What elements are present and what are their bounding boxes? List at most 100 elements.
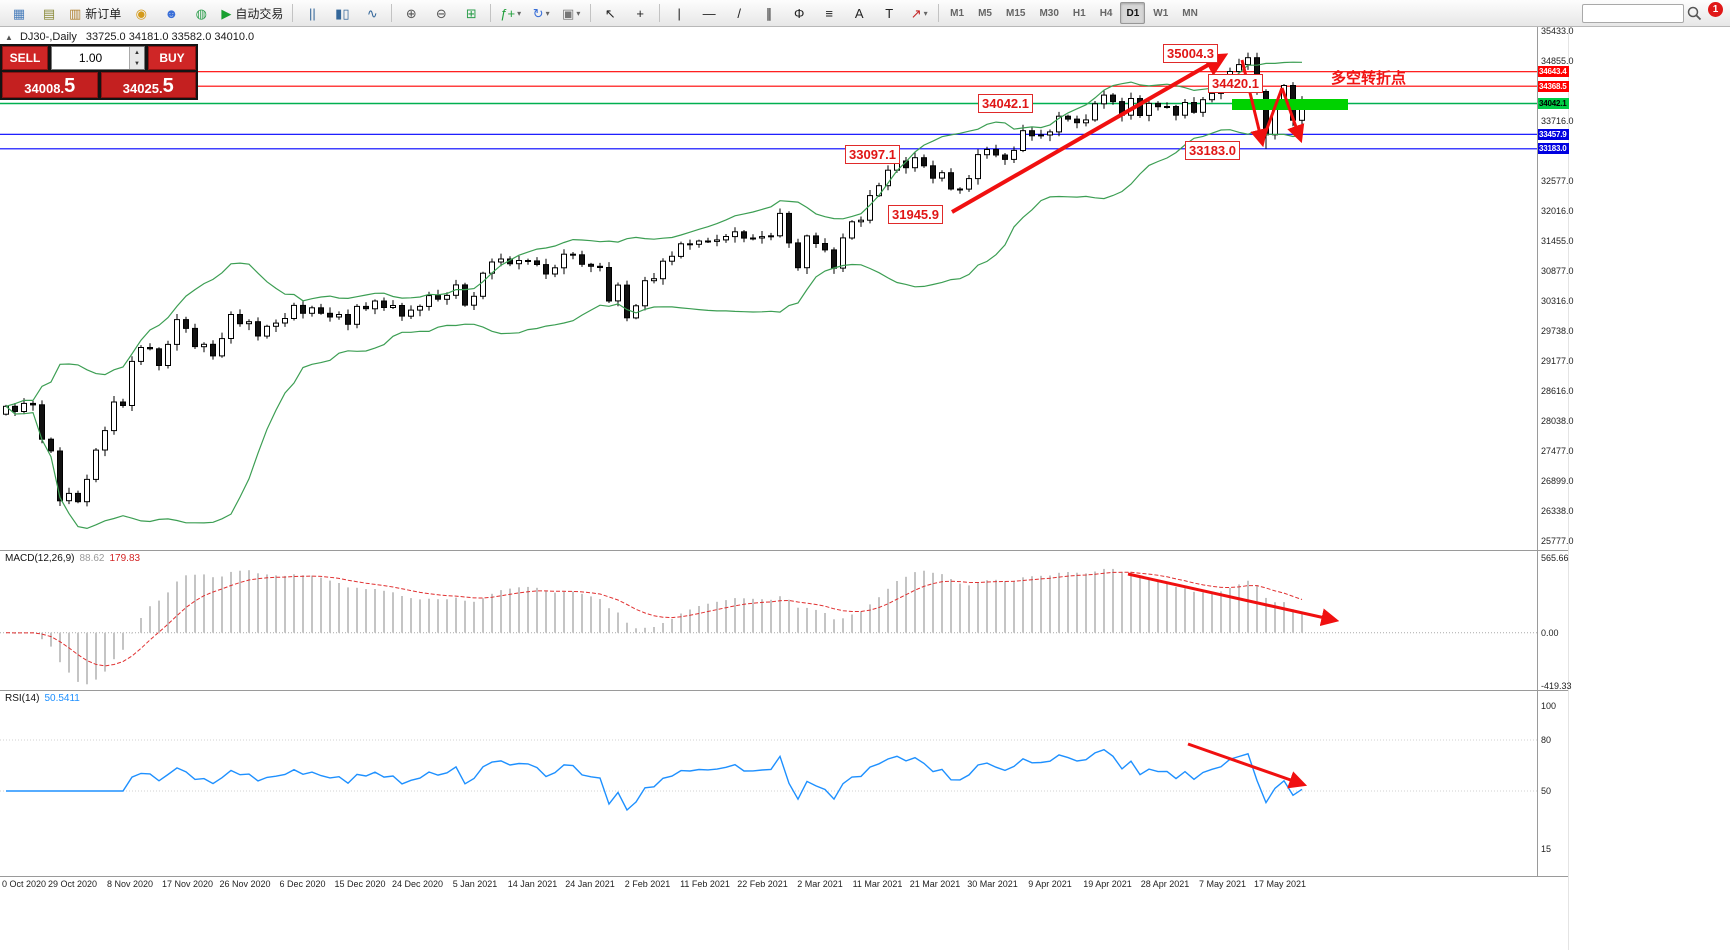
timeframe-h4-button[interactable]: H4: [1099, 7, 1113, 19]
profiles-button[interactable]: ▤: [35, 1, 63, 25]
annotation-label[interactable]: 多空转折点: [1331, 70, 1407, 87]
cycle-symbols-button[interactable]: ↻ ▾: [527, 1, 555, 25]
volume-input[interactable]: [52, 47, 129, 69]
trend-arrow[interactable]: [1127, 572, 1340, 627]
trend-arrow[interactable]: [1260, 87, 1284, 143]
gold-button[interactable]: ◉: [127, 1, 155, 25]
market-button[interactable]: ◍: [187, 1, 215, 25]
notification-badge[interactable]: 1: [1708, 1, 1723, 17]
panel-separator-main-macd[interactable]: [0, 550, 1568, 551]
fibonacci-icon: Φ: [793, 5, 805, 21]
candles-layer: [3, 52, 1305, 507]
toolbar-separator: [938, 4, 940, 22]
support-zone-band[interactable]: [1232, 99, 1348, 110]
indicators-add-icon: ƒ+: [500, 5, 516, 21]
toolbar-separator: [391, 4, 393, 22]
line-chart-button[interactable]: ∿: [358, 1, 386, 25]
search-icon[interactable]: [1687, 6, 1702, 21]
tile-windows-button[interactable]: ⊞: [457, 1, 485, 25]
bar-chart-button[interactable]: ||: [298, 1, 326, 25]
timeframe-m15-button[interactable]: M15: [1005, 7, 1026, 19]
time-tick-label: 11 Feb 2021: [680, 879, 730, 889]
timeframe-h1-button[interactable]: H1: [1072, 7, 1086, 19]
timeframe-m5-button[interactable]: M5: [978, 7, 992, 19]
level-price-tag[interactable]: 33457.9: [1538, 129, 1569, 140]
time-axis-separator[interactable]: [0, 876, 1568, 877]
sell-button[interactable]: SELL: [2, 46, 48, 70]
text-button[interactable]: A: [845, 1, 873, 25]
rsi-scale-80: 80: [1541, 735, 1552, 745]
timeframe-w1-button[interactable]: W1: [1153, 7, 1169, 19]
time-tick-label: 24 Jan 2021: [565, 879, 615, 889]
search-input[interactable]: [1582, 3, 1684, 23]
macd-scale-zero: 0.00: [1541, 628, 1559, 638]
time-tick-label: 2 Feb 2021: [624, 879, 671, 889]
time-tick-label: 29 Oct 2020: [47, 879, 98, 889]
level-price-tag[interactable]: 33183.0: [1538, 143, 1569, 154]
annotation-label[interactable]: 34042.1: [978, 94, 1033, 113]
bar-chart-icon: ||: [308, 5, 316, 21]
panel-separator-macd-rsi[interactable]: [0, 690, 1568, 691]
time-tick-label: 2 Mar 2021: [797, 879, 843, 889]
horizontal-line-button[interactable]: —: [695, 1, 723, 25]
new-chart-button[interactable]: ▦: [5, 1, 33, 25]
annotation-label[interactable]: 35004.3: [1163, 44, 1218, 63]
timeframe-mn-button[interactable]: MN: [1182, 7, 1198, 19]
annotation-label[interactable]: 31945.9: [888, 205, 943, 224]
channel-button[interactable]: ∥: [755, 1, 783, 25]
templates-button[interactable]: ▣ ▾: [557, 1, 585, 25]
trend-arrow[interactable]: [1187, 742, 1308, 789]
shapes-button[interactable]: ≡: [815, 1, 843, 25]
crosshair-button[interactable]: +: [626, 1, 654, 25]
new-order-button-label: 新订单: [85, 6, 122, 21]
sell-price-button[interactable]: 34008. 5: [2, 72, 98, 98]
timeframe-m30-button[interactable]: M30: [1039, 7, 1059, 19]
annotation-label[interactable]: 33183.0: [1185, 141, 1240, 160]
chart-canvas[interactable]: [0, 0, 1568, 950]
candlestick-chart-button[interactable]: ▮▯: [328, 1, 356, 25]
new-order-button[interactable]: ▥ 新订单: [65, 1, 125, 25]
level-price-tag[interactable]: 34042.1: [1538, 98, 1569, 109]
annotation-label[interactable]: 33097.1: [845, 145, 900, 164]
indicators-button[interactable]: ƒ+ ▾: [496, 1, 525, 25]
vertical-line-icon: |: [677, 5, 681, 21]
line-chart-icon: ∿: [366, 5, 378, 21]
time-tick-label: 19 Apr 2021: [1083, 879, 1132, 889]
buy-button[interactable]: BUY: [148, 46, 196, 70]
templates-icon: ▣: [562, 5, 575, 21]
toolbar-button-group: ▦ ▤ ▥ 新订单 ◉ ☻ ◍ ▶ 自动交易 || ▮▯ ∿ ⊕ ⊖ ⊞ ƒ+ ▾ ↻ ▾ ▣ ▾ ↖ + | — / ∥ Φ ≡ A T ↗…: [4, 1, 943, 25]
zoom-in-button[interactable]: ⊕: [397, 1, 425, 25]
level-price-tag[interactable]: 34368.5: [1538, 81, 1569, 92]
timeframe-m1-button[interactable]: M1: [950, 7, 965, 19]
trendline-button[interactable]: /: [725, 1, 753, 25]
buy-price-button[interactable]: 34025. 5: [100, 72, 196, 98]
community-button[interactable]: ☻: [157, 1, 185, 25]
trend-arrow[interactable]: [1280, 87, 1305, 144]
arrows-button[interactable]: ↗ ▾: [905, 1, 933, 25]
annotation-label[interactable]: 34420.1: [1208, 74, 1263, 93]
volume-increase-button[interactable]: ▲: [130, 47, 144, 58]
time-tick-label: 24 Dec 2020: [391, 879, 444, 889]
market-icon: ◍: [195, 5, 207, 21]
trend-arrow[interactable]: [951, 53, 1229, 214]
chevron-down-icon: ▾: [576, 8, 581, 18]
price-tick-label: 33716.0: [1541, 116, 1574, 126]
autotrading-button-label: 自动交易: [235, 6, 284, 21]
level-price-tag[interactable]: 34643.4: [1538, 66, 1569, 77]
text-label-button[interactable]: T: [875, 1, 903, 25]
vertical-line-button[interactable]: |: [665, 1, 693, 25]
volume-decrease-button[interactable]: ▼: [130, 58, 144, 69]
rsi-scale-50: 50: [1541, 786, 1552, 796]
cursor-button[interactable]: ↖: [596, 1, 624, 25]
autotrading-button[interactable]: ▶ 自动交易: [217, 1, 287, 25]
channel-icon: ∥: [765, 5, 773, 21]
price-tick-label: 34855.0: [1541, 56, 1574, 66]
time-tick-label: 11 Mar 2021: [852, 879, 903, 889]
trend-arrow[interactable]: [1240, 59, 1268, 148]
timeframe-d1-button[interactable]: D1: [1120, 2, 1146, 24]
price-tick-label: 28616.0: [1541, 386, 1574, 396]
zoom-out-button[interactable]: ⊖: [427, 1, 455, 25]
zoom-out-icon: ⊖: [435, 5, 447, 21]
fibonacci-button[interactable]: Φ: [785, 1, 813, 25]
price-tick-label: 30877.0: [1541, 266, 1574, 276]
